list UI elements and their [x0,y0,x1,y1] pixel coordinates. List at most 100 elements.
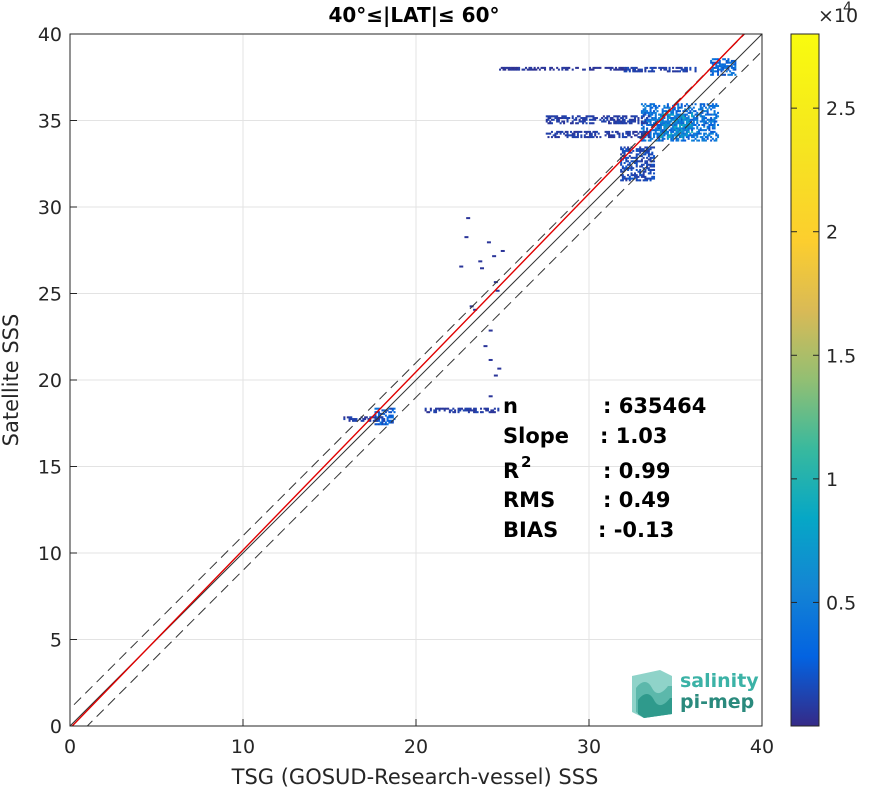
density-cell [703,110,706,113]
density-cell [653,118,656,121]
density-cell [684,115,687,118]
density-cell [644,120,647,123]
density-cell [689,111,692,114]
density-cell [651,168,654,171]
density-cell [644,103,647,106]
density-cell [682,129,685,132]
density-cell [653,155,656,158]
density-cell [628,175,631,178]
density-cell [682,130,685,133]
density-cell [687,134,690,137]
density-cell [467,411,470,414]
density-cell [687,120,690,123]
density-cell [665,68,668,71]
density-cell [673,70,676,73]
y-tick-label: 15 [38,457,62,479]
density-cell [680,117,683,120]
density-cell [642,139,645,142]
density-cell [694,123,697,126]
density-cell [680,130,683,133]
density-cell [663,137,666,140]
density-cell [651,113,654,116]
density-cell [623,115,626,118]
density-cell [678,110,681,113]
density-cell [658,125,661,128]
density-cell [644,68,647,71]
density-cell [713,111,716,114]
density-cell [625,117,628,120]
density-cell [632,115,635,118]
density-cell [694,118,697,121]
density-cell [685,129,688,132]
density-cell [621,132,624,135]
density-cell [473,411,476,414]
density-cell [717,134,720,137]
density-cell [646,134,649,137]
density-cell [552,118,555,121]
density-cell [576,132,579,135]
density-cell [682,70,685,73]
density-cell [677,127,680,130]
density-cell [640,130,643,133]
density-cell [711,137,714,140]
density-cell [563,66,566,69]
density-cell [642,172,645,175]
density-cell [647,132,650,135]
density-point [493,374,498,377]
density-cell [659,66,662,69]
density-cell [512,68,515,71]
density-cell [701,117,704,120]
density-cell [627,168,630,171]
density-cell [687,125,690,128]
density-cell [625,177,628,180]
density-cell [697,132,701,135]
density-cell [680,134,683,137]
density-cell [621,134,624,137]
density-cell [635,163,638,166]
density-cell [381,418,384,421]
density-cell [554,117,557,120]
density-cell [703,122,706,125]
density-cell [646,66,649,69]
density-cell [672,111,675,114]
density-cell [383,423,386,426]
density-cell [696,118,699,121]
density-cell [623,167,626,170]
density-cell [635,153,638,156]
density-cell [550,130,553,133]
density-cell [637,160,640,163]
density-cell [630,120,633,123]
density-cell [616,120,619,123]
density-cell [678,134,681,137]
density-cell [630,118,633,121]
density-cell [642,148,645,151]
density-cell [710,73,713,76]
density-cell [604,117,607,120]
density-cell [592,117,595,120]
density-cell [663,120,666,123]
density-cell [576,130,579,133]
density-cell [711,113,714,116]
density-cell [343,416,346,419]
density-cell [668,120,671,123]
density-cell [566,134,569,137]
density-cell [618,136,621,139]
density-cell [653,175,656,178]
density-cell [573,130,576,133]
density-cell [466,409,469,412]
density-cell [708,104,711,107]
density-cell [511,68,514,71]
density-cell [675,122,678,125]
density-cell [621,136,624,139]
density-cell [704,106,707,109]
density-cell [675,120,678,123]
density-cell [717,58,720,61]
density-cell [682,132,685,135]
density-cell [685,127,688,130]
density-cell [625,136,628,139]
density-cell [435,407,438,410]
density-cell [715,103,718,106]
density-cell [718,68,721,71]
density-cell [376,423,379,426]
density-cell [621,174,624,177]
